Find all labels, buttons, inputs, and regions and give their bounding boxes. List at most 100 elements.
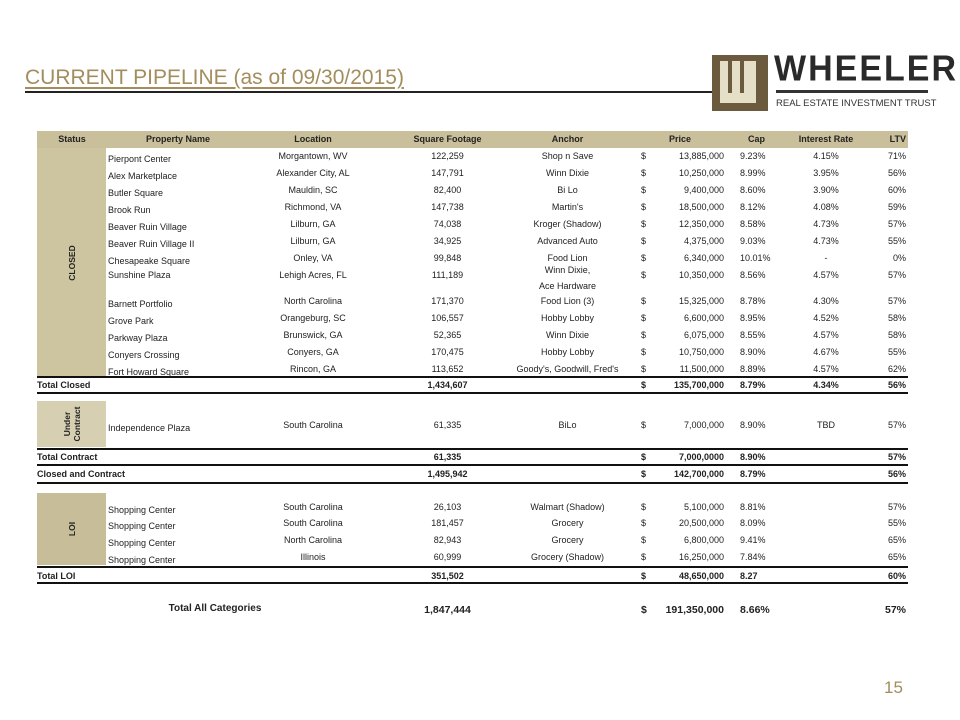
cell-cap: 8.99%	[740, 168, 766, 178]
cell-ltv: 60%	[887, 185, 906, 195]
cell-name: Shopping Center	[108, 505, 176, 515]
cell-price: 6,800,000	[683, 535, 724, 545]
total-label: Total Closed	[37, 380, 91, 390]
cell-name: Brook Run	[108, 205, 151, 215]
cell-price: 10,750,000	[678, 347, 724, 357]
cell-sqft: 61,335	[433, 420, 462, 430]
cell-cap: 8.81%	[740, 502, 766, 512]
cell-sqft: 52,365	[433, 330, 462, 340]
total-dollar: $	[641, 571, 647, 581]
total-sqft: 1,495,942	[427, 469, 468, 479]
cell-price: 6,075,000	[683, 330, 724, 340]
cell-interest: 4.15%	[813, 151, 839, 161]
divider	[37, 376, 908, 378]
total-price: 7,000,0000	[678, 452, 724, 462]
cell-dollar: $	[641, 347, 647, 357]
cell-anchor: Winn Dixie	[545, 168, 589, 178]
cell-ltv: 59%	[887, 202, 906, 212]
cell-name: Beaver Ruin Village	[108, 222, 187, 232]
status-label: Under Contract	[61, 406, 82, 442]
cell-location: Brunswick, GA	[283, 330, 343, 340]
cell-cap: 8.90%	[740, 347, 766, 357]
cell-anchor: BiLo	[558, 420, 577, 430]
grand-total-sqft: 1,847,444	[424, 604, 471, 616]
cell-location: South Carolina	[283, 502, 343, 512]
cell-cap: 8.09%	[740, 518, 766, 528]
total-dollar: $	[641, 380, 647, 390]
header-status: Status	[58, 134, 86, 144]
cell-price: 5,100,000	[683, 502, 724, 512]
cell-dollar: $	[641, 420, 647, 430]
cell-interest: -	[824, 253, 828, 263]
cell-sqft: 122,259	[431, 151, 464, 161]
cell-interest: TBD	[817, 420, 835, 430]
total-price: 48,650,000	[678, 571, 724, 581]
cell-sqft: 147,791	[431, 168, 464, 178]
status-label: CLOSED	[66, 245, 77, 281]
status-band-under-contract: Under Contract	[37, 401, 106, 447]
cell-cap: 9.23%	[740, 151, 766, 161]
total-label: Total Contract	[37, 452, 98, 462]
cell-dollar: $	[641, 364, 647, 374]
header-ltv: LTV	[889, 134, 906, 144]
cell-anchor: Advanced Auto	[537, 236, 598, 246]
cell-sqft: 82,400	[433, 185, 462, 195]
cell-price: 12,350,000	[678, 219, 724, 229]
cell-price: 18,500,000	[678, 202, 724, 212]
cell-cap: 8.58%	[740, 219, 766, 229]
total-price: 142,700,000	[673, 469, 724, 479]
cell-price: 10,350,000	[678, 270, 724, 280]
total-ltv: 57%	[887, 452, 906, 462]
cell-dollar: $	[641, 219, 647, 229]
status-label: LOI	[66, 521, 77, 537]
cell-dollar: $	[641, 202, 647, 212]
cell-anchor: Winn Dixie, Ace Hardware	[538, 265, 597, 291]
cell-name: Shopping Center	[108, 521, 176, 531]
divider	[37, 566, 908, 568]
cell-location: Morgantown, WV	[278, 151, 348, 161]
cell-dollar: $	[641, 313, 647, 323]
cell-ltv: 56%	[887, 168, 906, 178]
cell-interest: 4.67%	[813, 347, 839, 357]
cell-interest: 4.52%	[813, 313, 839, 323]
cell-sqft: 74,038	[433, 219, 462, 229]
cell-price: 10,250,000	[678, 168, 724, 178]
cell-cap: 8.60%	[740, 185, 766, 195]
cell-location: South Carolina	[283, 518, 343, 528]
cell-sqft: 181,457	[431, 518, 464, 528]
total-cap: 8.79%	[740, 380, 766, 390]
cell-cap: 8.56%	[740, 270, 766, 280]
cell-interest: 4.73%	[813, 219, 839, 229]
cell-cap: 8.12%	[740, 202, 766, 212]
cell-location: Mauldin, SC	[288, 185, 338, 195]
grand-total-dollar: $	[641, 604, 647, 616]
cell-sqft: 82,943	[433, 535, 462, 545]
cell-location: Lilburn, GA	[290, 236, 336, 246]
total-dollar: $	[641, 452, 647, 462]
cell-sqft: 26,103	[433, 502, 462, 512]
total-sqft: 351,502	[431, 571, 464, 581]
cell-anchor: Grocery (Shadow)	[530, 552, 605, 562]
cell-cap: 7.84%	[740, 552, 766, 562]
cell-interest: 4.57%	[813, 364, 839, 374]
cell-name: Conyers Crossing	[108, 350, 180, 360]
cell-interest: 4.73%	[813, 236, 839, 246]
cell-cap: 9.41%	[740, 535, 766, 545]
cell-ltv: 65%	[887, 552, 906, 562]
cell-ltv: 55%	[887, 236, 906, 246]
cell-dollar: $	[641, 185, 647, 195]
cell-cap: 9.03%	[740, 236, 766, 246]
cell-location: South Carolina	[283, 420, 343, 430]
status-band-loi: LOI	[37, 493, 106, 565]
title-divider	[25, 91, 713, 93]
cell-location: Lehigh Acres, FL	[279, 270, 347, 280]
cell-interest: 3.95%	[813, 168, 839, 178]
cell-ltv: 57%	[887, 296, 906, 306]
cell-dollar: $	[641, 270, 647, 280]
total-cap: 8.79%	[740, 469, 766, 479]
cell-cap: 8.89%	[740, 364, 766, 374]
cell-name: Grove Park	[108, 316, 154, 326]
total-cap: 8.90%	[740, 452, 766, 462]
header-anchor: Anchor	[551, 134, 584, 144]
